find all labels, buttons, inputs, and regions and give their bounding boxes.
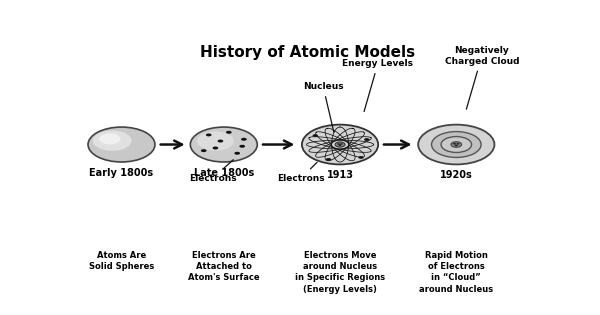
Circle shape (206, 134, 212, 136)
Circle shape (340, 143, 343, 145)
Text: Electrons: Electrons (277, 162, 325, 183)
Circle shape (358, 156, 364, 159)
Circle shape (457, 143, 460, 145)
Circle shape (451, 142, 461, 147)
Circle shape (364, 138, 370, 141)
Circle shape (218, 140, 223, 142)
Circle shape (241, 138, 247, 141)
Circle shape (418, 125, 494, 164)
Text: Atoms Are
Solid Spheres: Atoms Are Solid Spheres (89, 251, 154, 271)
Circle shape (197, 131, 234, 151)
Circle shape (337, 143, 340, 145)
Circle shape (431, 132, 481, 158)
Circle shape (212, 146, 218, 150)
Circle shape (190, 127, 257, 162)
Text: History of Atomic Models: History of Atomic Models (200, 45, 415, 60)
Circle shape (335, 142, 345, 147)
Circle shape (326, 158, 331, 161)
Text: Late 1800s: Late 1800s (194, 168, 254, 178)
Text: 1913: 1913 (326, 170, 353, 180)
Text: 1920s: 1920s (440, 170, 473, 180)
Circle shape (239, 145, 245, 148)
Circle shape (453, 143, 456, 145)
Circle shape (235, 152, 240, 155)
Text: Electrons: Electrons (189, 160, 236, 183)
Circle shape (93, 130, 131, 151)
Text: Nucleus: Nucleus (303, 82, 343, 132)
Circle shape (455, 145, 458, 146)
Circle shape (88, 127, 155, 162)
Text: Electrons Move
around Nucleus
in Specific Regions
(Energy Levels): Electrons Move around Nucleus in Specifi… (295, 251, 385, 294)
Circle shape (313, 134, 318, 137)
Circle shape (339, 145, 341, 146)
Circle shape (441, 137, 472, 152)
Circle shape (201, 149, 206, 152)
Text: Early 1800s: Early 1800s (89, 168, 154, 178)
Text: Energy Levels: Energy Levels (343, 59, 413, 112)
Circle shape (99, 133, 121, 145)
Text: Negatively
Charged Cloud: Negatively Charged Cloud (445, 46, 519, 109)
Circle shape (226, 131, 232, 134)
Circle shape (302, 125, 378, 164)
Text: Electrons Are
Attached to
Atom's Surface: Electrons Are Attached to Atom's Surface (188, 251, 260, 283)
Text: Rapid Motion
of Electrons
in “Cloud”
around Nucleus: Rapid Motion of Electrons in “Cloud” aro… (419, 251, 493, 294)
Circle shape (338, 144, 341, 146)
